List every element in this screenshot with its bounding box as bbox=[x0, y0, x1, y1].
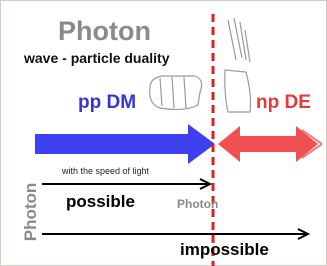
subtitle: wave - particle duality bbox=[23, 50, 170, 66]
left-label: pp DM bbox=[78, 92, 136, 113]
page: Photon wave - particle duality pp DM np … bbox=[0, 0, 327, 266]
impossible-label: impossible bbox=[180, 240, 269, 259]
frame bbox=[1, 1, 327, 266]
possible-label: possible bbox=[66, 192, 135, 211]
title: Photon bbox=[58, 16, 151, 46]
right-label: np DE bbox=[256, 92, 311, 113]
caption: with the speed of light bbox=[61, 166, 150, 176]
diagram: Photon wave - particle duality pp DM np … bbox=[0, 0, 327, 266]
marker-label: Photon bbox=[177, 197, 218, 211]
side-label: Photon bbox=[21, 183, 40, 242]
